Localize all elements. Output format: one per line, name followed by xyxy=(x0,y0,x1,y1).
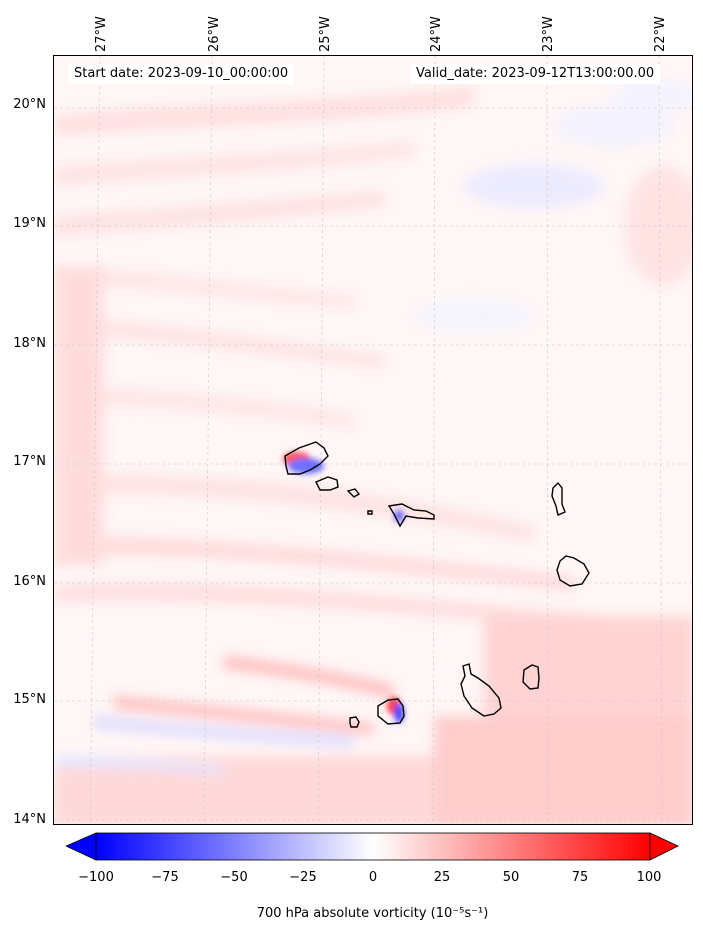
coastlines xyxy=(284,441,590,728)
colorbar-tick: −25 xyxy=(289,870,317,885)
island-brava xyxy=(349,716,360,728)
lat-label-20n: 20°N xyxy=(13,97,46,112)
island-santa-luzia xyxy=(346,488,361,498)
lat-label-16n: 16°N xyxy=(13,574,46,589)
lat-label-15n: 15°N xyxy=(13,692,46,707)
lon-label-23w: 23°W xyxy=(541,16,556,52)
colorbar-tick: −100 xyxy=(78,870,114,885)
island-santiago xyxy=(460,663,502,717)
colorbar-extend-right xyxy=(649,832,679,861)
lat-label-17n: 17°N xyxy=(13,454,46,469)
island-fogo xyxy=(377,698,405,725)
island-vorticity xyxy=(283,452,404,723)
island-sao-nicolau xyxy=(387,503,435,528)
island-boa-vista xyxy=(556,555,590,587)
graticule xyxy=(54,56,692,824)
colorbar-tick: 75 xyxy=(571,870,589,885)
colorbar-body xyxy=(95,832,651,861)
island-branco xyxy=(367,510,373,515)
colorbar-tick: 50 xyxy=(502,870,520,885)
lat-label-19n: 19°N xyxy=(13,216,46,231)
vorticity-field xyxy=(54,78,692,824)
island-sao-vicente xyxy=(315,476,339,491)
colorbar-tick: 0 xyxy=(368,870,378,885)
valid-date-text: Valid_date: 2023-09-12T13:00:00.00 xyxy=(410,64,661,84)
lon-label-24w: 24°W xyxy=(429,16,444,52)
colorbar-extend-left xyxy=(66,832,97,861)
island-maio xyxy=(522,664,540,690)
colorbar-tick: 100 xyxy=(636,870,662,885)
lat-label-14n: 14°N xyxy=(13,812,46,827)
colorbar-label: 700 hPa absolute vorticity (10⁻⁵s⁻¹) xyxy=(256,906,489,921)
colorbar-tick: 25 xyxy=(433,870,451,885)
vorticity-map xyxy=(54,56,692,824)
colorbar-tick: −50 xyxy=(220,870,248,885)
lon-label-22w: 22°W xyxy=(653,16,668,52)
start-date-text: Start date: 2023-09-10_00:00:00 xyxy=(68,64,295,84)
colorbar xyxy=(66,832,679,861)
colorbar-tick: −75 xyxy=(151,870,179,885)
lat-label-18n: 18°N xyxy=(13,336,46,351)
lon-label-25w: 25°W xyxy=(318,16,333,52)
island-sal xyxy=(551,481,566,516)
lon-label-26w: 26°W xyxy=(207,16,222,52)
lon-label-27w: 27°W xyxy=(94,16,109,52)
map-panel xyxy=(53,55,693,825)
island-santo-antao xyxy=(284,441,329,475)
